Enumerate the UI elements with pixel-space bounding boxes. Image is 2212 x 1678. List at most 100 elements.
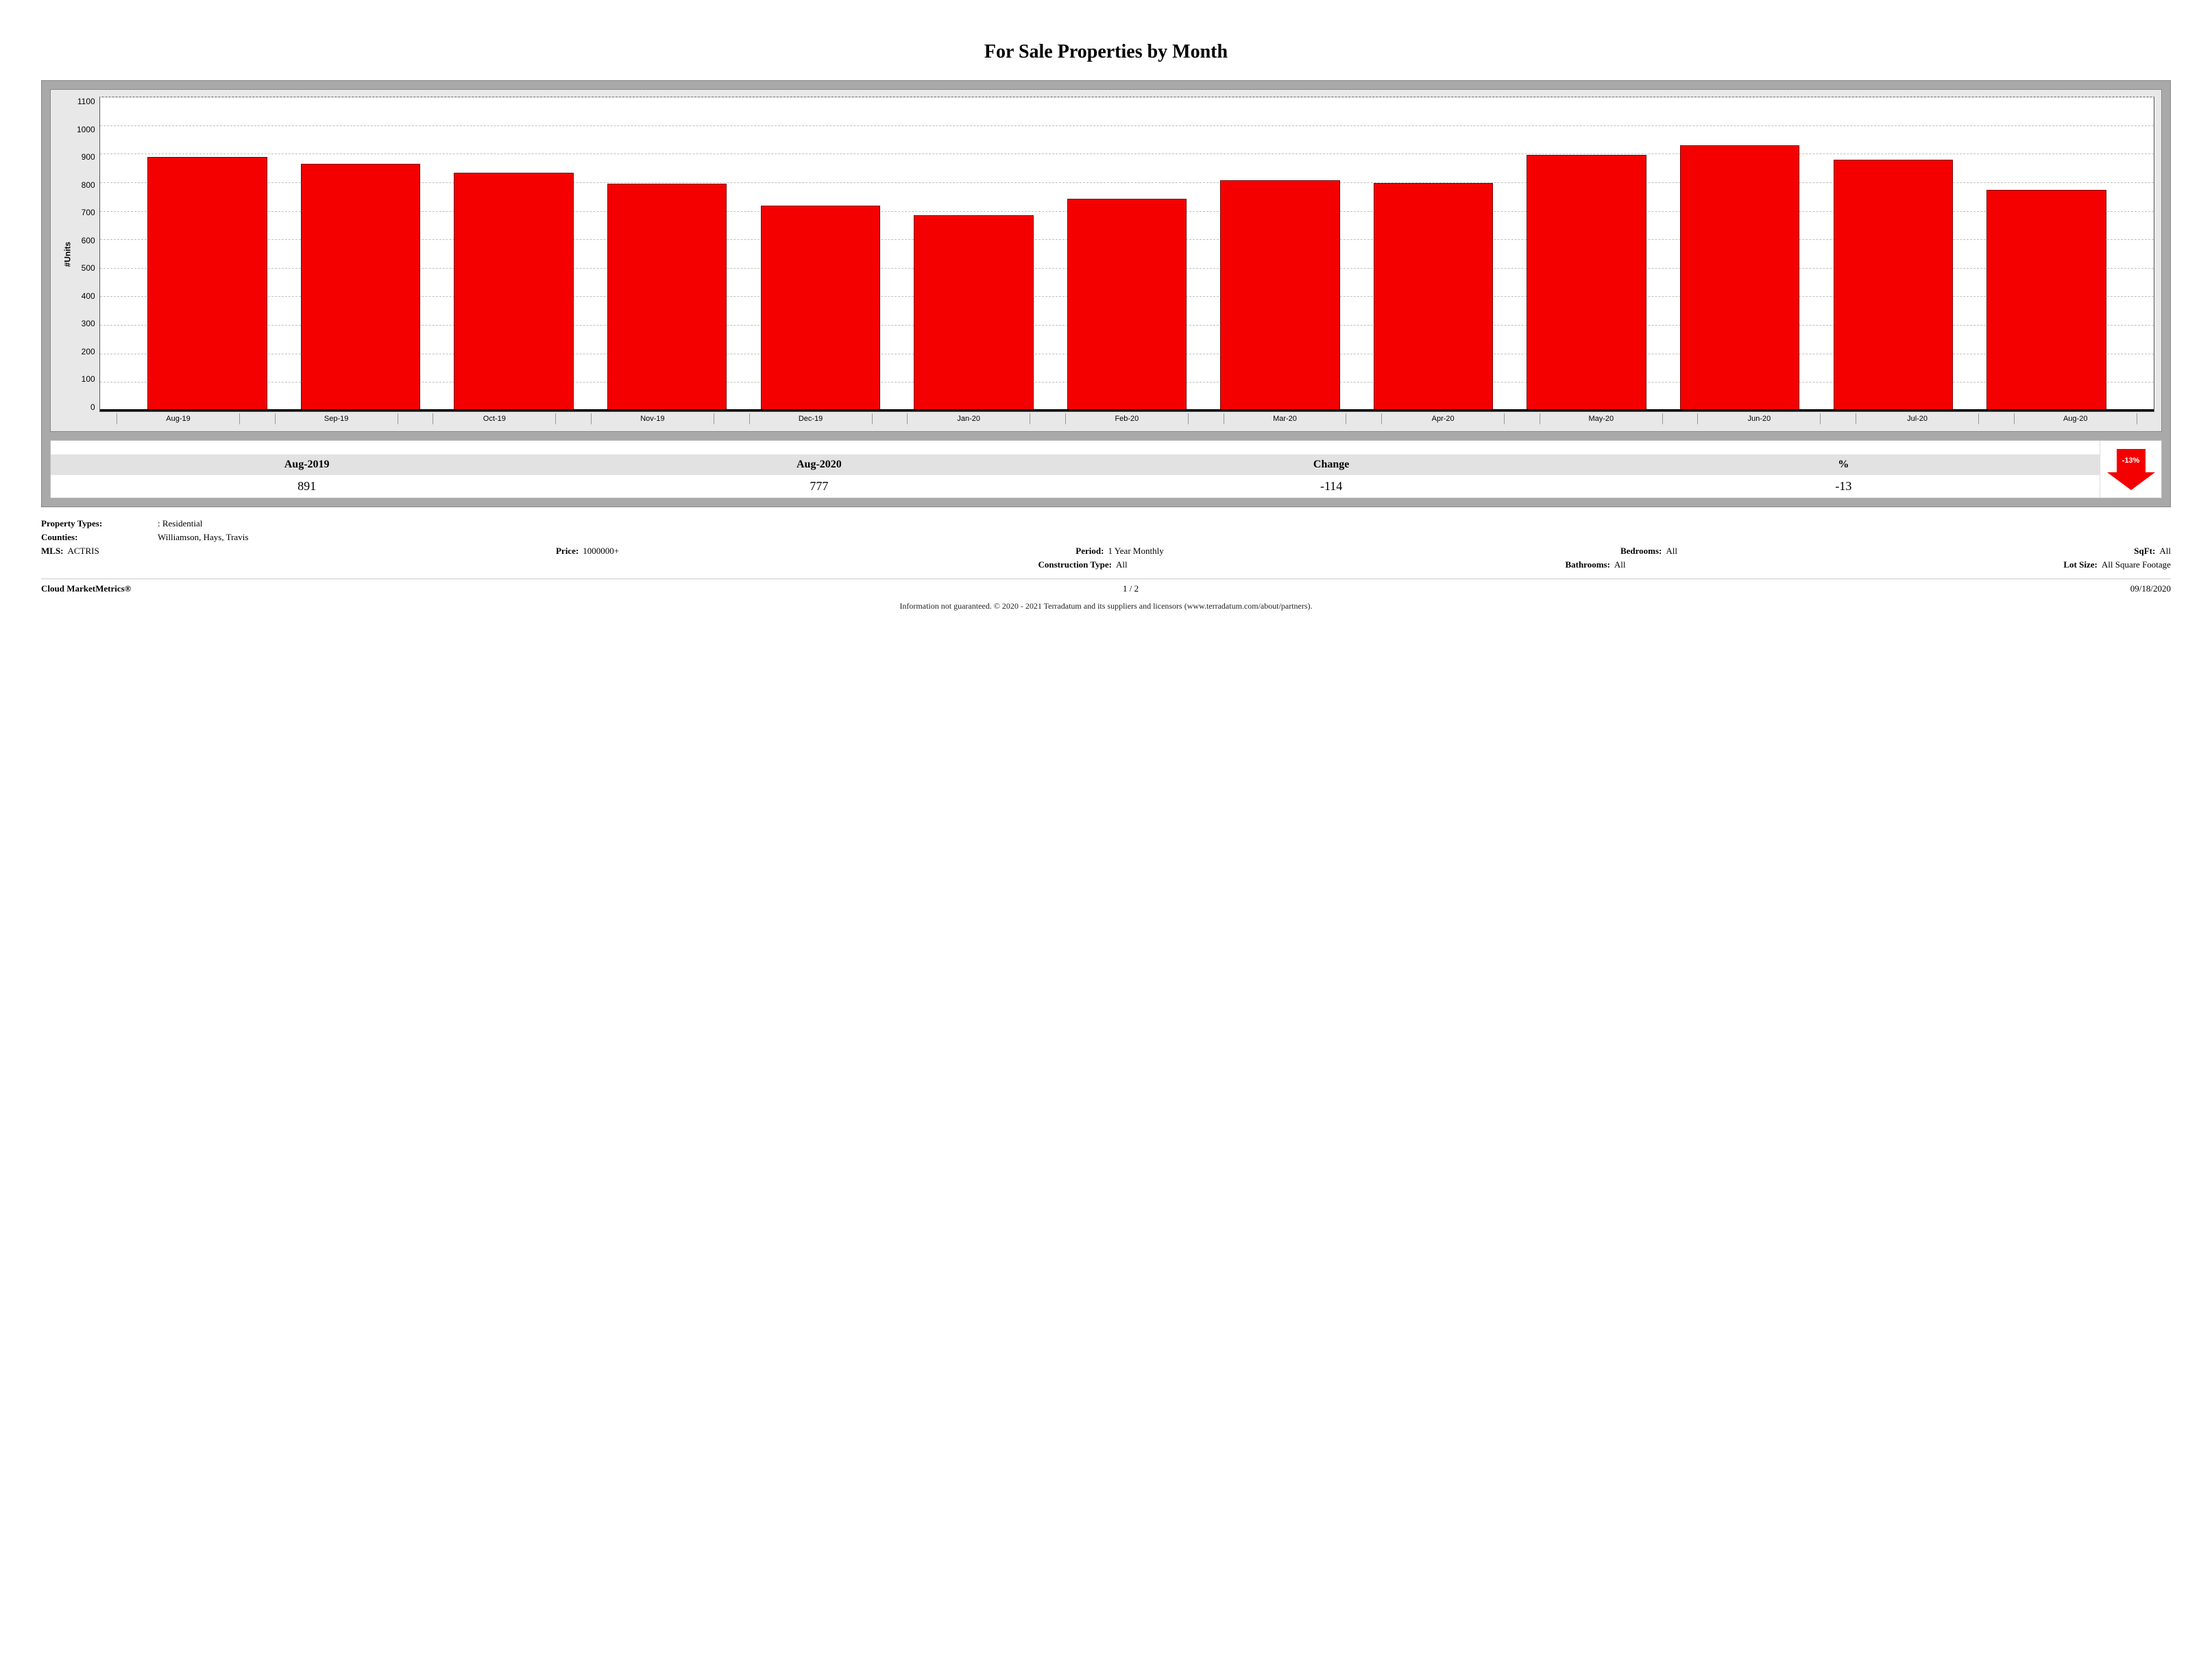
x-tick-label: Feb-20 bbox=[1065, 413, 1189, 424]
summary-header-row: Aug-2019 Aug-2020 Change % bbox=[51, 454, 2100, 475]
bar-slot bbox=[1357, 97, 1510, 411]
y-tick-label: 1000 bbox=[77, 125, 95, 134]
filter-label: Construction Type: bbox=[1038, 559, 1112, 570]
bar bbox=[761, 206, 880, 411]
y-tick-label: 300 bbox=[82, 319, 95, 328]
summary-value-cell: -13 bbox=[1588, 475, 2100, 498]
x-tick-label: May-20 bbox=[1540, 413, 1663, 424]
y-tick-label: 700 bbox=[82, 208, 95, 217]
summary-header-cell: Aug-2020 bbox=[563, 454, 1075, 475]
footer-bar: Cloud MarketMetrics® 1 / 2 09/18/2020 bbox=[41, 579, 2171, 594]
y-tick-label: 200 bbox=[82, 347, 95, 356]
filter-value: All bbox=[2159, 546, 2171, 557]
filter-value: Williamson, Hays, Travis bbox=[158, 532, 248, 543]
x-tick-label: Jun-20 bbox=[1697, 413, 1821, 424]
x-axis-ticks: Aug-19 Sep-19 Oct-19 Nov-19 Dec-19 Jan-20 Feb-… bbox=[99, 413, 2154, 424]
filter-label: Counties: bbox=[41, 532, 77, 543]
filters-block: Property Types: : Residential Counties: … bbox=[41, 517, 2171, 572]
filter-label: Bathrooms: bbox=[1565, 559, 1609, 570]
filter-value: All Square Footage bbox=[2102, 559, 2171, 570]
bar bbox=[607, 184, 727, 411]
bar bbox=[1067, 199, 1187, 411]
bar-slot bbox=[744, 97, 897, 411]
chart-panel: #Units 110010009008007006005004003002001… bbox=[50, 89, 2162, 432]
filter-value: All bbox=[1116, 559, 1128, 570]
footer-brand: Cloud MarketMetrics® bbox=[41, 583, 131, 594]
summary-value-cell: 777 bbox=[563, 475, 1075, 498]
bar-slot bbox=[131, 97, 284, 411]
bar bbox=[1220, 180, 1339, 411]
filter-value: ACTRIS bbox=[68, 546, 99, 557]
trend-arrow-box: -13% bbox=[2100, 441, 2161, 498]
summary-header-cell: Aug-2019 bbox=[51, 454, 563, 475]
bar-slot bbox=[1816, 97, 1970, 411]
x-tick-label: Oct-19 bbox=[433, 413, 556, 424]
x-tick-label: Mar-20 bbox=[1224, 413, 1347, 424]
y-tick-label: 400 bbox=[82, 291, 95, 301]
footer-page: 1 / 2 bbox=[131, 583, 2130, 594]
filter-label: MLS: bbox=[41, 546, 64, 557]
bars-container bbox=[100, 97, 2154, 411]
y-tick-label: 600 bbox=[82, 236, 95, 245]
x-tick-label: Nov-19 bbox=[591, 413, 714, 424]
bar bbox=[1527, 155, 1646, 411]
plot-area bbox=[99, 97, 2154, 412]
bar-slot bbox=[1663, 97, 1816, 411]
bar-slot bbox=[1050, 97, 1204, 411]
summary-table: Aug-2019 Aug-2020 Change % 891 777 -114 … bbox=[51, 441, 2100, 498]
y-tick-label: 800 bbox=[82, 180, 95, 190]
y-tick-label: 500 bbox=[82, 263, 95, 273]
bar bbox=[454, 173, 573, 411]
x-tick-label: Apr-20 bbox=[1381, 413, 1505, 424]
bar bbox=[1986, 190, 2106, 412]
bar bbox=[147, 157, 267, 411]
bar bbox=[1834, 160, 1953, 411]
bar-slot bbox=[284, 97, 437, 411]
filter-label: Property Types: bbox=[41, 518, 102, 529]
y-tick-label: 900 bbox=[82, 152, 95, 162]
x-tick-label: Jan-20 bbox=[907, 413, 1030, 424]
filter-value: 1 Year Monthly bbox=[1108, 546, 1163, 557]
y-tick-label: 100 bbox=[82, 374, 95, 384]
trend-arrow-label: -13% bbox=[2117, 449, 2146, 472]
filter-value: All bbox=[1614, 559, 1626, 570]
x-tick-label: Jul-20 bbox=[1856, 413, 1979, 424]
filter-label: SqFt: bbox=[2134, 546, 2155, 557]
summary-value-cell: 891 bbox=[51, 475, 563, 498]
filter-value: 1000000+ bbox=[583, 546, 619, 557]
y-tick-label: 1100 bbox=[77, 97, 95, 106]
x-tick-label: Dec-19 bbox=[749, 413, 873, 424]
filter-label: Period: bbox=[1075, 546, 1104, 557]
x-tick-label: Aug-20 bbox=[2014, 413, 2137, 424]
summary-value-row: 891 777 -114 -13 bbox=[51, 475, 2100, 498]
bar bbox=[1680, 145, 1799, 411]
y-axis-label: #Units bbox=[62, 242, 72, 267]
filter-label: Bedrooms: bbox=[1620, 546, 1662, 557]
chart-outer-frame: #Units 110010009008007006005004003002001… bbox=[41, 80, 2171, 507]
trend-arrow-down-icon: -13% bbox=[2107, 449, 2155, 490]
bar-slot bbox=[437, 97, 591, 411]
footer-disclaimer: Information not guaranteed. © 2020 - 202… bbox=[41, 601, 2171, 611]
filter-label: Lot Size: bbox=[2063, 559, 2097, 570]
bar bbox=[914, 215, 1033, 411]
filter-label: Price: bbox=[556, 546, 579, 557]
x-tick-label: Aug-19 bbox=[117, 413, 240, 424]
y-axis-label-wrap: #Units bbox=[58, 97, 77, 412]
summary-block: Aug-2019 Aug-2020 Change % 891 777 -114 … bbox=[50, 440, 2162, 498]
y-tick-label: 0 bbox=[90, 402, 95, 412]
bar-slot bbox=[897, 97, 1051, 411]
x-axis-baseline bbox=[100, 409, 2154, 411]
bar-slot bbox=[1970, 97, 2124, 411]
summary-value-cell: -114 bbox=[1075, 475, 1588, 498]
filter-value: All bbox=[1666, 546, 1677, 557]
bar bbox=[301, 164, 420, 411]
bar-slot bbox=[590, 97, 744, 411]
footer-date: 09/18/2020 bbox=[2130, 583, 2171, 594]
summary-header-cell: Change bbox=[1075, 454, 1588, 475]
bar-slot bbox=[1204, 97, 1357, 411]
x-tick-label: Sep-19 bbox=[275, 413, 398, 424]
page-title: For Sale Properties by Month bbox=[41, 41, 2171, 63]
summary-header-cell: % bbox=[1588, 454, 2100, 475]
y-axis-ticks: 110010009008007006005004003002001000 bbox=[77, 97, 99, 412]
bar bbox=[1374, 183, 1493, 411]
